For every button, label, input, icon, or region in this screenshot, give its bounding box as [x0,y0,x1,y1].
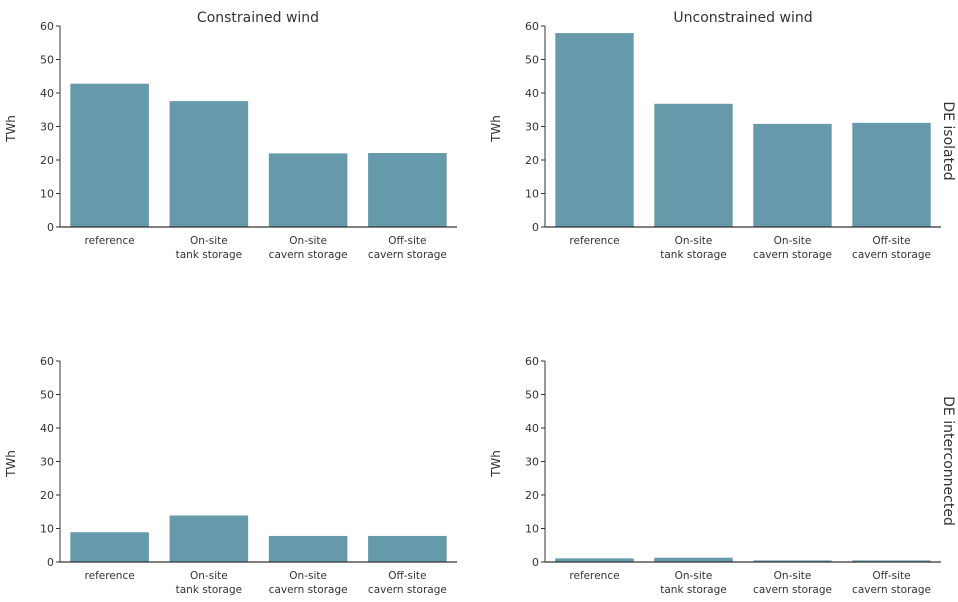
bar [367,152,448,228]
y-tick-label: 30 [40,121,54,134]
y-tick-label: 10 [40,523,54,536]
y-tick-label: 50 [525,54,539,67]
y-tick-label: 60 [525,355,539,368]
bar [168,100,249,228]
y-tick-label: 30 [525,121,539,134]
y-tick-label: 20 [40,154,54,167]
y-axis-title: TWh [4,450,18,478]
x-tick-label: On-site tank storage [660,235,727,261]
x-tick-label: reference [569,570,619,582]
y-tick-label: 10 [40,188,54,201]
x-tick-label: On-site tank storage [660,570,727,596]
bar [752,123,833,228]
y-tick-label: 60 [525,20,539,33]
x-tick-label: On-site tank storage [176,235,243,261]
y-axis-title: TWh [489,450,503,478]
row-label-de-interconnected: DE interconnected [940,396,956,526]
x-tick-label: Off-site cavern storage [368,570,447,596]
y-tick-label: 60 [40,355,54,368]
x-tick-label: Off-site cavern storage [852,570,931,596]
y-tick-label: 20 [525,489,539,502]
bar [554,32,635,228]
x-tick-label: reference [569,235,619,247]
bar [268,152,349,228]
column-title-unconstrained: Unconstrained wind [673,10,812,26]
row-label-de-isolated: DE isolated [940,101,956,180]
y-axis-title: TWh [4,115,18,143]
y-tick-label: 20 [40,489,54,502]
x-tick-label: On-site cavern storage [753,570,832,596]
y-tick-label: 10 [525,523,539,536]
panel-3: TWh 0 10 20 30 40 50 60 reference On-site tank sto… [4,355,457,596]
y-tick-label: 50 [40,389,54,402]
y-tick-label: 40 [525,87,539,100]
y-tick-label: 40 [40,87,54,100]
y-tick-label: 50 [40,54,54,67]
x-tick-label: Off-site cavern storage [368,235,447,261]
bar [69,531,150,563]
y-tick-label: 10 [525,188,539,201]
x-tick-label: Off-site cavern storage [852,235,931,261]
x-tick-label: On-site cavern storage [269,235,348,261]
x-tick-label: On-site cavern storage [753,235,832,261]
x-tick-label: On-site tank storage [176,570,243,596]
y-tick-label: 40 [40,422,54,435]
y-tick-label: 20 [525,154,539,167]
bar [367,535,448,563]
bar [168,514,249,563]
y-axis-title: TWh [489,115,503,143]
x-tick-label: reference [85,570,135,582]
x-tick-label: reference [85,235,135,247]
bar [653,556,734,563]
panel-2: TWh 0 10 20 30 40 50 60 reference On-site tank sto… [489,20,941,261]
bar [653,102,734,228]
y-tick-label: 0 [47,221,54,234]
column-title-constrained: Constrained wind [197,10,319,26]
bar [554,557,635,563]
bar [851,122,932,228]
bar [268,535,349,563]
x-tick-label: On-site cavern storage [269,570,348,596]
y-tick-label: 30 [525,456,539,469]
y-tick-label: 0 [47,556,54,569]
y-tick-label: 40 [525,422,539,435]
panel-1: TWh 0 10 20 30 40 50 60 reference On-site tank sto… [4,20,457,261]
y-tick-label: 30 [40,456,54,469]
bar [69,82,150,228]
panel-4: TWh 0 10 20 30 40 50 60 reference On-site tank sto… [489,355,941,596]
y-tick-label: 60 [40,20,54,33]
y-tick-label: 50 [525,389,539,402]
y-tick-label: 0 [532,221,539,234]
y-tick-label: 0 [532,556,539,569]
